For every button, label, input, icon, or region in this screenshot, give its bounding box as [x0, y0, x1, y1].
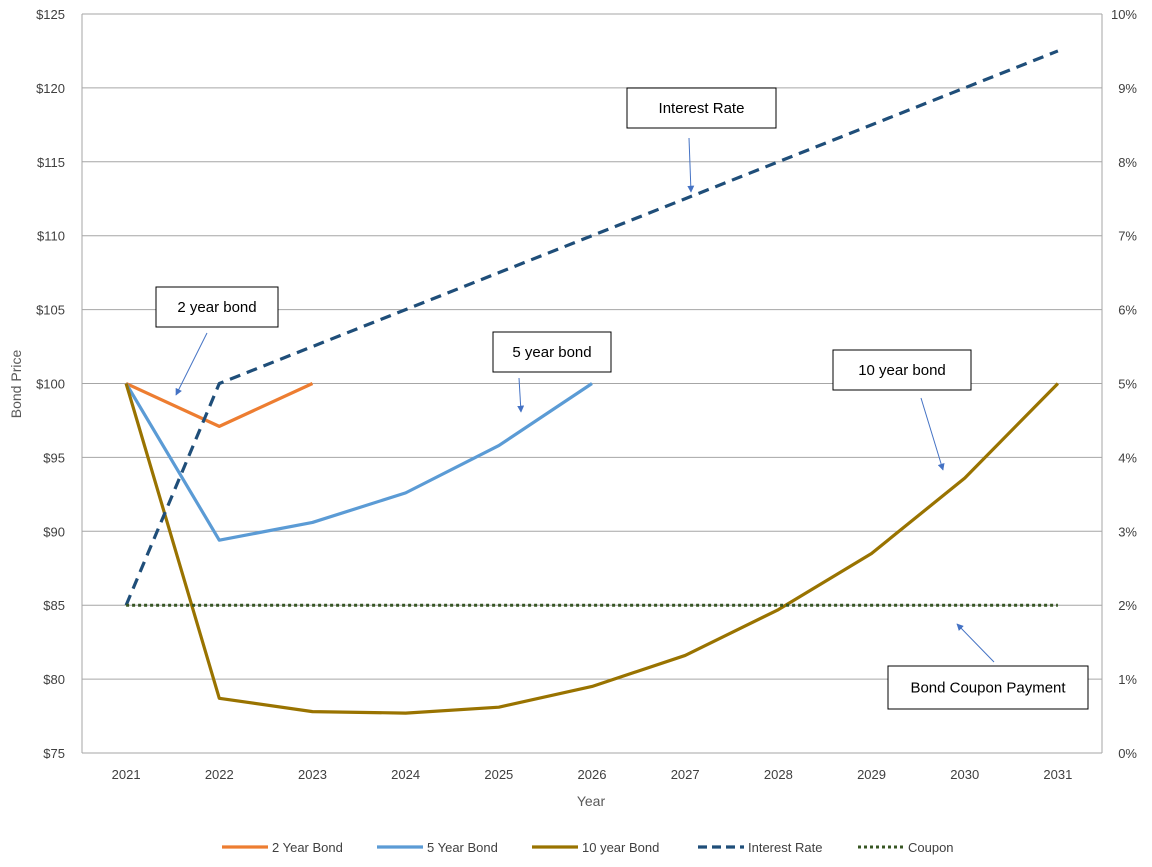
y-tick-label: $80 — [43, 672, 65, 687]
annotation-box — [155, 286, 279, 328]
annotation-box — [832, 349, 972, 391]
legend-label: Interest Rate — [748, 840, 822, 855]
annotation-arrow — [687, 137, 695, 193]
x-tick-label: 2022 — [205, 767, 234, 782]
y-tick-label: $115 — [37, 155, 65, 170]
legend-label: Coupon — [908, 840, 954, 855]
series-line-1 — [124, 382, 593, 542]
annotation-callout: Bond Coupon Payment — [887, 623, 1089, 710]
legend-item: 10 year Bond — [532, 840, 659, 855]
y-axis-title: Bond Price — [8, 350, 24, 419]
x-tick-label: 2029 — [857, 767, 886, 782]
x-axis-title: Year — [577, 793, 606, 809]
annotation-box — [492, 331, 612, 373]
series-line-3 — [124, 49, 1059, 606]
y2-tick-label: 9% — [1118, 81, 1137, 96]
legend-item: Interest Rate — [698, 840, 822, 855]
y2-tick-label: 8% — [1118, 155, 1137, 170]
series-line-0 — [125, 382, 314, 428]
x-tick-label: 2026 — [578, 767, 607, 782]
x-tick-label: 2024 — [391, 767, 420, 782]
y-tick-label: $125 — [36, 7, 65, 22]
x-tick-label: 2023 — [298, 767, 327, 782]
legend-item: Coupon — [858, 840, 954, 855]
x-tick-label: 2025 — [484, 767, 513, 782]
y2-tick-label: 6% — [1118, 303, 1137, 318]
annotation-callout: 10 year bond — [832, 349, 972, 471]
annotation-label: 5 year bond — [512, 344, 591, 361]
axes: $75 $80 $85 $90 $95 $100 $105 $110 $115 $120 $125 0… — [36, 7, 1137, 782]
series-lines — [124, 49, 1060, 715]
annotation-box — [626, 87, 777, 129]
annotations: Interest Rate 2 year bond 5 year bond 10 ye… — [155, 87, 1089, 710]
annotation-arrow — [920, 397, 945, 471]
y2-tick-label: 1% — [1118, 672, 1137, 687]
annotation-arrow — [956, 623, 995, 663]
y-tick-label: $75 — [43, 746, 65, 761]
y2-tick-label: 5% — [1118, 377, 1137, 392]
legend-label: 2 Year Bond — [272, 840, 343, 855]
legend-label: 10 year Bond — [582, 840, 659, 855]
y2-tick-label: 3% — [1118, 524, 1137, 539]
annotation-label: Bond Coupon Payment — [910, 680, 1066, 697]
legend: 2 Year Bond 5 Year Bond 10 year Bond Intere… — [222, 840, 954, 855]
x-tick-label: 2031 — [1043, 767, 1072, 782]
y-tick-label: $90 — [43, 524, 65, 539]
legend-item: 2 Year Bond — [222, 840, 343, 855]
annotation-callout: Interest Rate — [626, 87, 777, 193]
y2-tick-label: 0% — [1118, 746, 1137, 761]
y2-tick-label: 4% — [1118, 450, 1137, 465]
y-tick-label: $85 — [43, 598, 65, 613]
y-tick-label: $110 — [37, 229, 65, 244]
x-tick-label: 2030 — [950, 767, 979, 782]
series-line-2 — [124, 382, 1060, 715]
y-tick-label: $120 — [36, 81, 65, 96]
annotation-arrow — [517, 377, 525, 413]
legend-label: 5 Year Bond — [427, 840, 498, 855]
x-tick-label: 2028 — [764, 767, 793, 782]
annotation-arrow — [175, 332, 208, 396]
x-tick-label: 2027 — [671, 767, 700, 782]
annotation-label: 10 year bond — [858, 362, 946, 379]
y2-tick-label: 10% — [1111, 7, 1137, 22]
y-tick-label: $95 — [43, 450, 65, 465]
annotation-callout: 2 year bond — [155, 286, 279, 396]
y-tick-label: $100 — [36, 377, 65, 392]
legend-item: 5 Year Bond — [377, 840, 498, 855]
annotation-label: 2 year bond — [177, 299, 256, 316]
annotation-label: Interest Rate — [659, 100, 745, 117]
y2-tick-label: 7% — [1118, 229, 1137, 244]
annotation-box — [887, 665, 1089, 710]
x-tick-label: 2021 — [112, 767, 141, 782]
y-tick-label: $105 — [36, 303, 65, 318]
annotation-callout: 5 year bond — [492, 331, 612, 413]
y2-tick-label: 2% — [1118, 598, 1137, 613]
